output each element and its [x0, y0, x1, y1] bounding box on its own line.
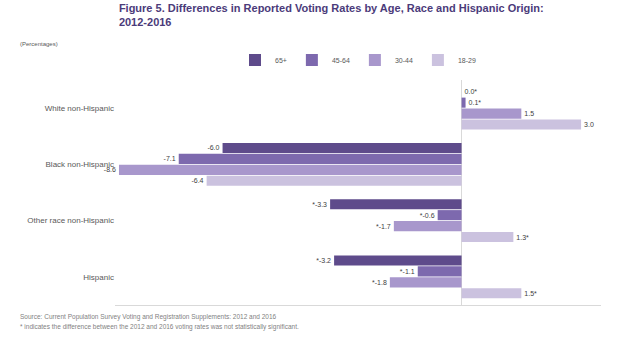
svg-text:1.3*: 1.3* [516, 234, 529, 241]
svg-text:3.0: 3.0 [584, 121, 594, 128]
svg-text:-8.6: -8.6 [104, 166, 116, 173]
svg-text:*-3.2: *-3.2 [316, 257, 331, 264]
svg-text:White non-Hispanic: White non-Hispanic [45, 104, 114, 113]
svg-text:1.5: 1.5 [524, 110, 534, 117]
svg-text:45-64: 45-64 [332, 57, 350, 64]
svg-text:0.0*: 0.0* [465, 88, 478, 95]
svg-text:Hispanic: Hispanic [83, 273, 114, 282]
svg-text:* indicates the difference bet: * indicates the difference between the 2… [20, 323, 299, 331]
svg-text:Black non-Hispanic: Black non-Hispanic [46, 160, 114, 169]
svg-text:*-3.3: *-3.3 [312, 201, 327, 208]
svg-text:*-1.8: *-1.8 [372, 279, 387, 286]
svg-text:-7.1: -7.1 [164, 155, 176, 162]
svg-text:*-1.7: *-1.7 [376, 223, 391, 230]
svg-text:-6.0: -6.0 [207, 144, 219, 151]
svg-text:-6.4: -6.4 [191, 177, 203, 184]
svg-text:Source: Current Population Sur: Source: Current Population Survey Voting… [20, 313, 277, 321]
svg-text:18-29: 18-29 [458, 57, 476, 64]
svg-text:Other race non-Hispanic: Other race non-Hispanic [27, 216, 114, 225]
svg-text:30-44: 30-44 [395, 57, 413, 64]
svg-text:*-1.1: *-1.1 [400, 268, 415, 275]
svg-text:65+: 65+ [275, 57, 287, 64]
svg-text:*-0.6: *-0.6 [420, 212, 435, 219]
svg-text:0.1*: 0.1* [469, 99, 482, 106]
svg-text:1.5*: 1.5* [524, 290, 537, 297]
svg-text:Figure 5. Differences in Repor: Figure 5. Differences in Reported Voting… [119, 2, 544, 28]
svg-text:(Percentages): (Percentages) [20, 41, 58, 47]
